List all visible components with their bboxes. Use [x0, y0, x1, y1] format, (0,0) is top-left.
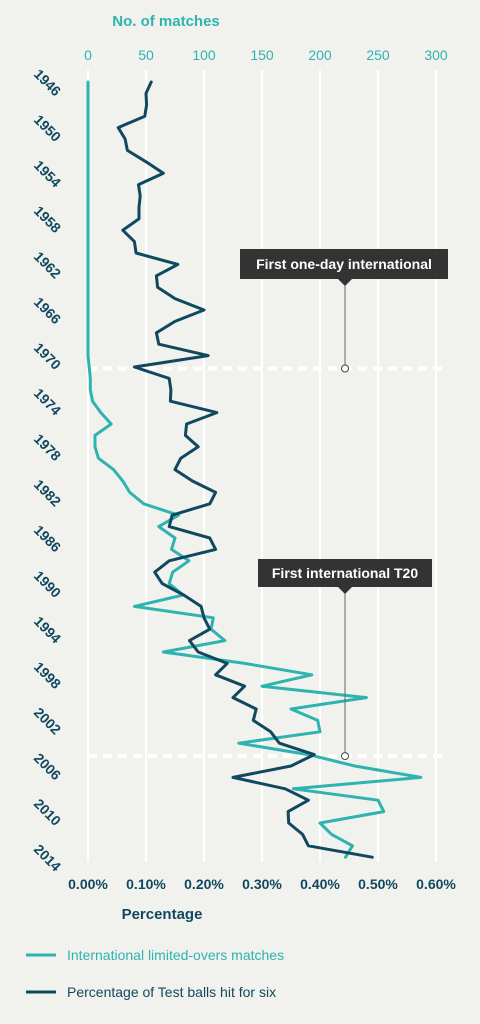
- annotation-label: First international T20: [272, 565, 418, 581]
- top-tick-label: 250: [366, 47, 390, 63]
- year-tick-label: 2014: [31, 841, 64, 874]
- year-axis: 1946 1950 1954 1958 1962 1966 1970 1974 1978 1982…: [31, 66, 64, 875]
- gridlines: [87, 70, 437, 862]
- bottom-tick-label: 0.60%: [416, 876, 456, 892]
- bottom-tick-label: 0.10%: [126, 876, 166, 892]
- legend: International limited-overs matches Perce…: [26, 947, 284, 1000]
- annotation-label: First one-day international: [256, 256, 432, 272]
- year-tick-label: 1982: [31, 476, 64, 509]
- year-tick-label: 1962: [31, 248, 64, 281]
- bottom-tick-label: 0.40%: [300, 876, 340, 892]
- series-layer: [86, 80, 423, 859]
- year-tick-label: 2006: [31, 750, 64, 783]
- top-tick-label: 300: [424, 47, 448, 63]
- legend-item: Percentage of Test balls hit for six: [26, 984, 276, 1000]
- top-tick-label: 100: [192, 47, 216, 63]
- year-tick-label: 1946: [31, 66, 64, 99]
- year-tick-label: 1954: [31, 157, 64, 190]
- year-tick-label: 1978: [31, 431, 64, 464]
- year-tick-label: 1966: [31, 294, 64, 327]
- year-tick-label: 1974: [31, 385, 64, 418]
- annotation-box: [258, 559, 432, 587]
- top-axis: No. of matches 0 50 100 150 200 250 300: [84, 13, 448, 63]
- year-tick-label: 1994: [31, 613, 64, 646]
- year-tick-label: 1958: [31, 203, 64, 236]
- series-line-test-sixes: [116, 80, 374, 859]
- bottom-tick-label: 0.50%: [358, 876, 398, 892]
- annotation-box-arrow: [338, 279, 352, 286]
- annotation-box: [240, 249, 448, 279]
- annotations: First one-day international First interna…: [240, 249, 448, 761]
- annotation: First one-day international: [240, 249, 448, 373]
- year-tick-label: 1990: [31, 567, 64, 600]
- top-tick-label: 150: [250, 47, 274, 63]
- top-tick-label: 200: [308, 47, 332, 63]
- year-tick-label: 1970: [31, 339, 64, 372]
- year-tick-label: 1986: [31, 522, 64, 555]
- annotation-dot: [341, 364, 349, 373]
- annotation-box-arrow: [338, 587, 352, 594]
- legend-item: International limited-overs matches: [26, 947, 284, 963]
- bottom-tick-label: 0.30%: [242, 876, 282, 892]
- bottom-axis-title: Percentage: [122, 906, 203, 923]
- year-tick-label: 2002: [31, 704, 64, 737]
- bottom-tick-label: 0.00%: [68, 876, 108, 892]
- top-tick-label: 50: [138, 47, 154, 63]
- year-tick-label: 1998: [31, 659, 64, 692]
- top-tick-label: 0: [84, 47, 92, 63]
- top-axis-title: No. of matches: [112, 13, 220, 30]
- series-line-limited-overs: [86, 80, 423, 859]
- year-tick-label: 1950: [31, 111, 64, 144]
- bottom-axis: Percentage 0.00% 0.10% 0.20% 0.30% 0.40% 0.50…: [68, 876, 456, 923]
- legend-label: International limited-overs matches: [67, 947, 284, 963]
- legend-label: Percentage of Test balls hit for six: [67, 984, 276, 1000]
- year-tick-label: 2010: [31, 795, 64, 828]
- annotation-dot: [341, 752, 349, 761]
- annotation: First international T20: [258, 559, 432, 761]
- bottom-tick-label: 0.20%: [184, 876, 224, 892]
